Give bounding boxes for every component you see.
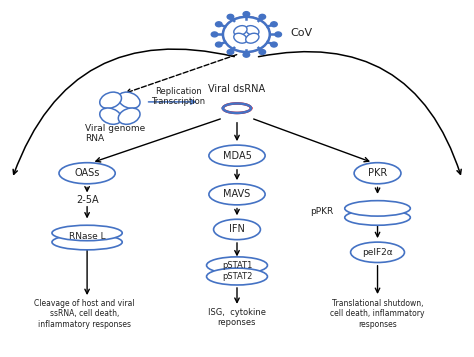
Circle shape xyxy=(227,14,234,19)
Ellipse shape xyxy=(209,184,265,205)
Text: pPKR: pPKR xyxy=(310,207,333,216)
Text: PKR: PKR xyxy=(368,168,387,178)
Circle shape xyxy=(259,50,265,55)
Text: Viral dsRNA: Viral dsRNA xyxy=(209,84,265,94)
Ellipse shape xyxy=(354,163,401,184)
Circle shape xyxy=(271,42,277,47)
Ellipse shape xyxy=(345,210,410,225)
Ellipse shape xyxy=(246,26,259,36)
Circle shape xyxy=(216,42,222,47)
Circle shape xyxy=(259,14,265,19)
Circle shape xyxy=(271,22,277,27)
Circle shape xyxy=(227,50,234,55)
Ellipse shape xyxy=(118,108,140,124)
Ellipse shape xyxy=(351,242,404,262)
Circle shape xyxy=(211,32,218,37)
Ellipse shape xyxy=(207,257,267,274)
Circle shape xyxy=(223,17,270,52)
Text: ISG,  cytokine
reponses: ISG, cytokine reponses xyxy=(208,308,266,327)
Text: Viral genome
RNA: Viral genome RNA xyxy=(85,124,145,144)
Ellipse shape xyxy=(59,163,115,184)
Text: RNase L: RNase L xyxy=(69,232,105,241)
Text: pSTAT2: pSTAT2 xyxy=(222,272,252,281)
Text: Translational shutdown,
cell death, inflammatory
responses: Translational shutdown, cell death, infl… xyxy=(330,299,425,329)
Text: 2-5A: 2-5A xyxy=(76,195,99,205)
Text: OASs: OASs xyxy=(74,168,100,178)
Ellipse shape xyxy=(100,108,121,124)
Circle shape xyxy=(216,22,222,27)
Ellipse shape xyxy=(118,92,140,109)
Ellipse shape xyxy=(246,33,259,43)
Ellipse shape xyxy=(345,201,410,216)
Circle shape xyxy=(243,12,250,16)
Text: Cleavage of host and viral
ssRNA, cell death,
inflammatory responses: Cleavage of host and viral ssRNA, cell d… xyxy=(35,299,135,329)
Circle shape xyxy=(223,17,270,52)
Ellipse shape xyxy=(100,92,121,109)
Text: MDA5: MDA5 xyxy=(223,151,251,161)
Circle shape xyxy=(243,52,250,57)
Circle shape xyxy=(275,32,282,37)
Ellipse shape xyxy=(207,268,267,285)
FancyArrowPatch shape xyxy=(258,52,461,174)
Text: MAVS: MAVS xyxy=(223,189,251,199)
Text: pSTAT1: pSTAT1 xyxy=(222,261,252,270)
Text: CoV: CoV xyxy=(291,27,313,37)
FancyArrowPatch shape xyxy=(13,49,234,174)
Text: Replication
Transcription: Replication Transcription xyxy=(151,87,206,106)
Ellipse shape xyxy=(52,235,122,250)
Ellipse shape xyxy=(234,26,247,36)
Ellipse shape xyxy=(234,33,247,43)
Ellipse shape xyxy=(209,145,265,166)
Ellipse shape xyxy=(52,225,122,241)
Text: IFN: IFN xyxy=(229,225,245,235)
Ellipse shape xyxy=(214,219,260,240)
Text: peIF2α: peIF2α xyxy=(362,248,393,257)
